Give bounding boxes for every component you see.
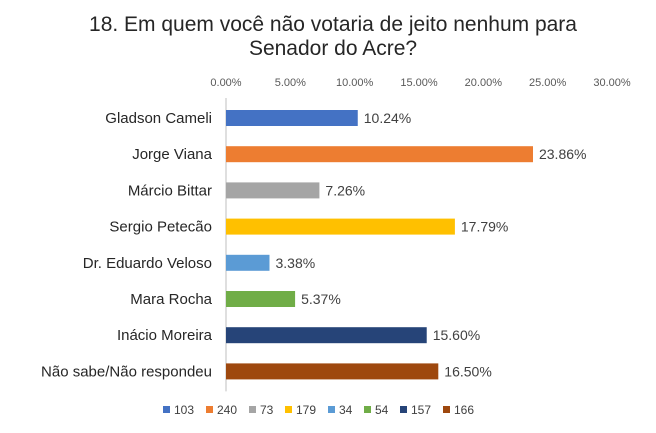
legend-swatch: [364, 406, 371, 413]
x-tick-label: 20.00%: [465, 77, 503, 89]
legend-swatch: [163, 406, 170, 413]
category-label: Márcio Bittar: [128, 182, 212, 199]
legend: 103 240 73 179 34 54 157 166: [163, 403, 474, 417]
category-label: Sergio Petecão: [109, 219, 212, 236]
x-tick-label: 30.00%: [593, 77, 631, 89]
bar: [226, 146, 533, 163]
legend-swatch: [443, 406, 450, 413]
x-tick-label: 10.00%: [336, 77, 374, 89]
category-label: Não sabe/Não respondeu: [41, 363, 212, 380]
x-tick-label: 5.00%: [275, 77, 306, 89]
chart-title-line-2: Senador do Acre?: [249, 37, 417, 60]
category-label: Dr. Eduardo Veloso: [83, 255, 212, 272]
legend-swatch: [285, 406, 292, 413]
category-label: Mara Rocha: [130, 291, 212, 308]
data-labels: 10.24% 23.86% 7.26% 17.79% 3.38% 5.37% 15.60% 1…: [275, 110, 586, 379]
legend-swatch: [206, 406, 213, 413]
legend-label: 54: [375, 403, 389, 417]
data-label: 3.38%: [275, 255, 315, 271]
x-tick-label: 15.00%: [400, 77, 438, 89]
category-label: Jorge Viana: [132, 146, 212, 163]
chart-title: 18. Em quem você não votaria de jeito ne…: [89, 13, 577, 60]
bar: [226, 363, 439, 380]
legend-label: 240: [217, 403, 237, 417]
bar: [226, 182, 320, 199]
legend-label: 166: [454, 403, 474, 417]
legend-swatch: [400, 406, 407, 413]
bar: [226, 327, 427, 344]
legend-label: 103: [174, 403, 194, 417]
bar: [226, 218, 455, 235]
category-label: Inácio Moreira: [117, 327, 213, 344]
x-axis-ticks: 0.00% 5.00% 10.00% 15.00% 20.00% 25.00% 30.00%: [210, 77, 630, 89]
legend-swatch: [328, 406, 335, 413]
bar: [226, 254, 270, 271]
bars: [226, 110, 533, 380]
data-label: 23.86%: [539, 146, 586, 162]
category-labels: Gladson Cameli Jorge Viana Márcio Bittar Se…: [41, 110, 213, 380]
legend-label: 157: [411, 403, 431, 417]
bar: [226, 291, 296, 307]
data-label: 5.37%: [301, 291, 341, 307]
legend-label: 73: [260, 403, 274, 417]
legend-label: 179: [296, 403, 316, 417]
chart-title-line-1: 18. Em quem você não votaria de jeito ne…: [89, 13, 577, 36]
data-label: 7.26%: [325, 182, 365, 198]
legend-swatch: [249, 406, 256, 413]
x-tick-label: 25.00%: [529, 77, 567, 89]
data-label: 10.24%: [364, 110, 411, 126]
legend-label: 34: [339, 403, 353, 417]
bar: [226, 110, 358, 126]
x-tick-label: 0.00%: [210, 77, 241, 89]
data-label: 16.50%: [444, 363, 491, 379]
data-label: 17.79%: [461, 219, 508, 235]
data-label: 15.60%: [433, 327, 480, 343]
category-label: Gladson Cameli: [105, 110, 212, 127]
